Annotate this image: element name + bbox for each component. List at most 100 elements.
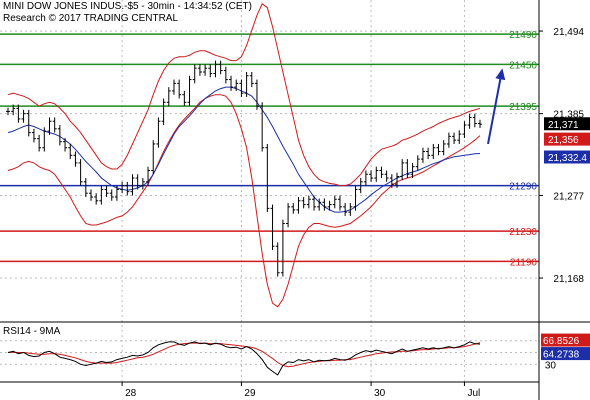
rsi-ma-line: [7, 342, 481, 368]
price-bar: [151, 140, 156, 175]
price-bar: [171, 79, 176, 95]
price-bar: [462, 121, 467, 138]
price-bar: [327, 200, 332, 211]
price-bar: [223, 66, 228, 84]
rsi-tag-label: 64.2738: [543, 350, 580, 361]
price-tag: 21,332.4: [544, 150, 590, 164]
price-bar: [296, 196, 301, 214]
price-bar: [405, 159, 410, 179]
price-bar: [410, 162, 415, 179]
price-bar: [239, 79, 244, 97]
x-tick-label: 28: [125, 388, 137, 399]
chart-title: MINI DOW JONES INDUS.-$5 - 30min - 14:34…: [3, 1, 252, 12]
price-bar: [166, 87, 171, 107]
price-bar: [68, 143, 73, 160]
price-bar: [337, 195, 342, 211]
price-bar: [379, 166, 384, 179]
price-tag: 21,371: [544, 117, 590, 131]
price-bar: [229, 75, 234, 91]
price-bar: [369, 170, 374, 182]
price-bar: [420, 147, 425, 163]
price-bar: [415, 155, 420, 171]
price-bar: [306, 195, 311, 209]
support-resistance-levels: 21490 21450 21395 21290 21230 21190: [0, 30, 539, 268]
price-bar: [457, 130, 462, 144]
price-bar: [270, 204, 275, 251]
price-bar: [88, 189, 93, 201]
price-bar: [78, 159, 83, 186]
price-bar: [322, 198, 327, 211]
level-label: 21490: [509, 30, 537, 41]
price-bar: [21, 109, 26, 123]
price-bar: [301, 196, 306, 209]
price-tag-label: 21,371: [548, 120, 579, 131]
rsi-title: RSI14 - 9MA: [3, 326, 61, 337]
price-bar: [73, 151, 78, 167]
price-bar: [114, 185, 119, 201]
price-bar: [426, 147, 431, 160]
price-bar: [156, 117, 161, 148]
price-bar: [57, 125, 62, 146]
price-bar: [130, 174, 135, 196]
price-bar: [265, 143, 270, 213]
price-bar: [395, 172, 400, 188]
chart-credit: Research © 2017 TRADING CENTRAL: [3, 13, 179, 24]
price-bar: [389, 174, 394, 188]
price-bar: [358, 178, 363, 194]
price-bar: [286, 203, 291, 228]
x-tick-label: 30: [374, 388, 386, 399]
price-tag-label: 21,356: [548, 135, 579, 146]
price-bar: [343, 203, 348, 216]
price-bar: [218, 60, 223, 75]
level-label: 21450: [509, 60, 537, 71]
rsi-line: [7, 341, 481, 376]
price-bar: [472, 113, 477, 128]
price-bar: [63, 137, 68, 152]
time-axis: 28 29 30 Jul: [121, 382, 480, 399]
price-bar: [478, 119, 482, 129]
price-bar: [26, 109, 31, 137]
y-tick-label: 21,494: [553, 27, 584, 38]
price-bar: [94, 193, 99, 205]
price-bar: [161, 98, 166, 126]
price-bar: [42, 127, 47, 152]
price-bar: [104, 185, 109, 197]
level-label: 21395: [509, 102, 537, 113]
price-bar: [312, 195, 317, 211]
price-bar: [83, 178, 88, 197]
price-bar: [275, 242, 280, 277]
price-bar: [374, 166, 379, 182]
price-bar: [348, 203, 353, 216]
y-tick-label: 21,168: [553, 274, 584, 285]
price-bar: [317, 198, 322, 211]
level-label: 21230: [509, 227, 537, 238]
price-bar: [109, 189, 114, 201]
price-axis: 21,494 21,385 21,277 21,168 21,371 21,356 21,3…: [539, 27, 590, 285]
upper-band-line: [7, 3, 481, 187]
price-bar: [249, 71, 254, 88]
price-bar: [99, 185, 104, 205]
price-bar: [213, 60, 218, 78]
price-bar: [6, 107, 10, 116]
price-tag: 21,356: [544, 132, 590, 146]
price-bar: [177, 79, 182, 99]
price-bar: [353, 185, 358, 211]
lower-band-line: [7, 94, 481, 308]
price-bar: [436, 143, 441, 156]
price-bar: [192, 64, 197, 84]
price-bar: [363, 170, 368, 186]
projection-line: [487, 70, 503, 145]
price-bar: [291, 203, 296, 214]
price-bar: [47, 117, 52, 135]
rsi-tag: 66.8526: [541, 333, 590, 347]
price-bar: [37, 134, 42, 152]
price-bar: [203, 64, 208, 76]
price-bar: [260, 102, 265, 152]
price-bar: [135, 174, 140, 190]
x-tick-label: 29: [244, 388, 256, 399]
price-bar: [16, 104, 21, 123]
level-label: 21190: [510, 257, 538, 268]
price-bar: [52, 117, 57, 133]
rsi-tag-label: 66.8526: [543, 336, 580, 347]
